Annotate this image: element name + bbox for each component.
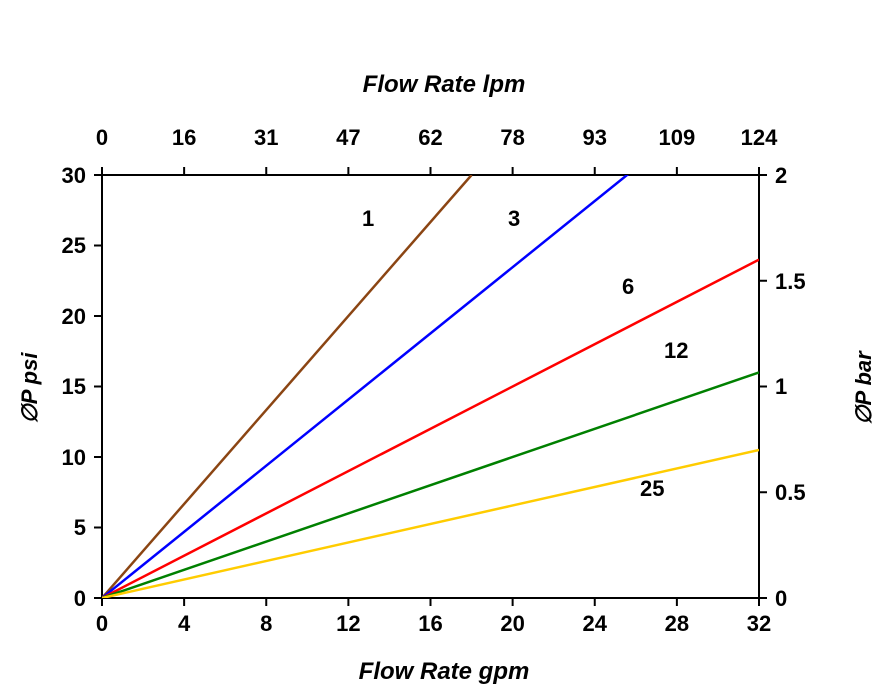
right-y-tick: 1.5 xyxy=(775,269,888,295)
series-line-3 xyxy=(102,168,636,598)
bottom-axis-title: Flow Rate gpm xyxy=(0,658,888,686)
chart-svg xyxy=(0,0,888,696)
series-label-1: 1 xyxy=(362,206,374,232)
top-x-tick: 124 xyxy=(699,125,819,151)
series-line-25 xyxy=(102,450,759,598)
series-label-12: 12 xyxy=(664,338,688,364)
left-y-tick: 10 xyxy=(0,445,86,471)
series-line-6 xyxy=(102,260,759,598)
left-y-tick: 0 xyxy=(0,586,86,612)
series-label-6: 6 xyxy=(622,274,634,300)
left-y-tick: 25 xyxy=(0,233,86,259)
series-label-25: 25 xyxy=(640,476,664,502)
top-axis-title: Flow Rate lpm xyxy=(0,71,888,99)
right-y-tick: 0.5 xyxy=(775,480,888,506)
left-y-tick: 30 xyxy=(0,163,86,189)
series-label-3: 3 xyxy=(508,206,520,232)
right-y-tick: 0 xyxy=(775,586,888,612)
left-y-tick: 5 xyxy=(0,515,86,541)
right-y-tick: 2 xyxy=(775,163,888,189)
pressure-drop-chart: Flow Rate lpm Flow Rate gpm ∅P psi ∅P ba… xyxy=(0,0,888,696)
left-y-tick: 20 xyxy=(0,304,86,330)
bottom-x-tick: 32 xyxy=(699,611,819,637)
right-y-tick: 1 xyxy=(775,374,888,400)
left-y-tick: 15 xyxy=(0,374,86,400)
